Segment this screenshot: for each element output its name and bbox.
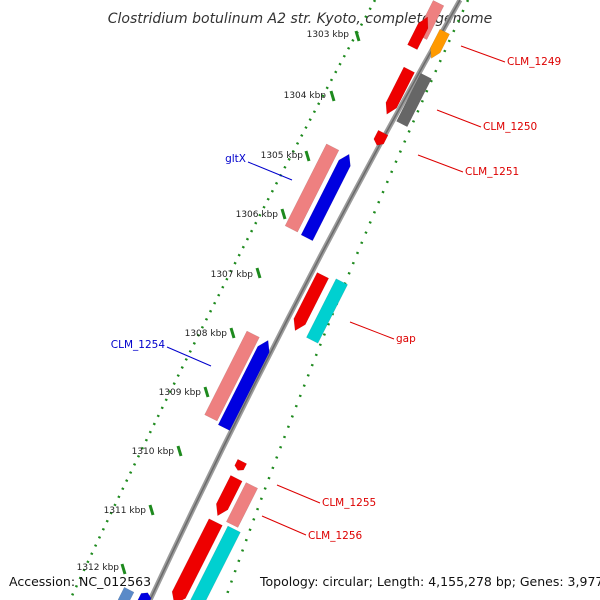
scale-tick [203,386,210,398]
gene-feature-pink [204,330,260,422]
gene-label-clm-1256: CLM_1256 [308,530,363,542]
leader-line [261,515,307,536]
scale-label: 1306 kbp [236,210,279,220]
map-title: Clostridium botulinum A2 str. Kyoto, com… [108,11,493,27]
gene-feature-clm-1256 [225,482,259,528]
scale-label: 1308 kbp [185,329,228,339]
gene-feature-clm-1249 [430,28,450,59]
gene-feature-gap [306,278,348,344]
scale-label: 1312 kbp [77,563,120,573]
scale-ring-outer [223,0,470,600]
scale-tick [148,504,155,516]
gene-feature-red [293,272,330,332]
gene-feature-red [407,16,429,50]
gene-label-clm-1249: CLM_1249 [507,56,561,68]
scale-label: 1303 kbp [307,30,350,40]
gene-feature-clm-1251 [373,129,389,146]
scale-tick [354,30,361,42]
gene-feature-blue [117,586,135,600]
leader-line [276,484,321,504]
leader-line [166,346,212,367]
scale-ticks [120,30,361,575]
leader-line [436,109,482,128]
leader-line [417,154,464,173]
scale-label: 1304 kbp [284,91,327,101]
scale-label: 1305 kbp [261,151,304,161]
accession-text: Accession: NC_012563 [9,574,152,589]
gene-label-gltx: gltX [225,153,246,165]
leader-line [349,321,395,340]
leader-line [247,161,293,181]
gene-feature-clm-1255 [216,475,243,517]
genome-backbone-core [149,0,461,600]
scale-label: 1309 kbp [159,388,202,398]
gene-feature-clm-1254 [217,339,270,431]
gene-label-clm-1254: CLM_1254 [111,339,166,351]
scale-tick [120,563,127,575]
scale-tick [280,208,287,220]
scale-tick [304,150,311,162]
scale-label: 1311 kbp [104,506,147,516]
gene-feature-red [234,458,248,471]
leader-line [460,45,506,63]
scale-tick [255,267,262,279]
gene-feature-gltx [300,153,351,242]
scale-tick [329,90,336,102]
gene-feature-red [171,518,223,600]
scale-tick [229,327,236,339]
gene-feature-blue [137,592,152,600]
gene-features [117,0,450,600]
scale-label: 1310 kbp [132,447,175,457]
gene-label-clm-1255: CLM_1255 [322,497,376,509]
genome-summary-text: Topology: circular; Length: 4,155,278 bp… [260,574,600,589]
gene-label-clm-1251: CLM_1251 [465,166,519,178]
gene-label-clm-1250: CLM_1250 [483,121,537,133]
gene-label-gap: gap [396,333,416,345]
gene-feature-clm-1250 [396,72,432,128]
gene-feature-pink [284,143,340,233]
scale-tick [176,445,183,457]
gene-feature-cyan [190,525,241,600]
gene-feature-red [385,66,415,115]
scale-label: 1307 kbp [211,270,254,280]
